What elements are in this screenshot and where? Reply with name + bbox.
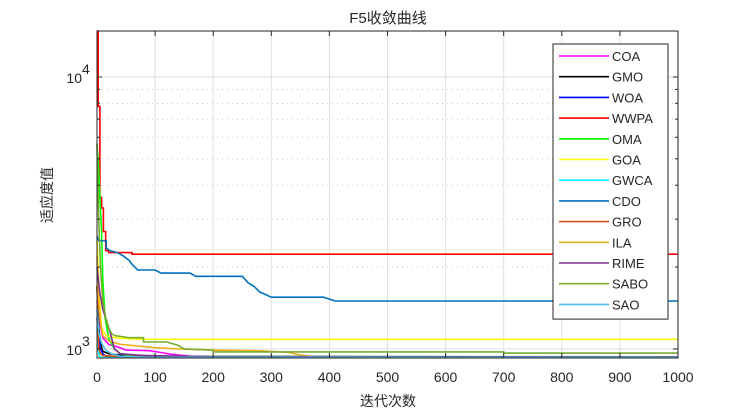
- x-tick-label: 700: [492, 369, 516, 385]
- series-wwpa: [97, 30, 678, 255]
- x-tick-label: 100: [143, 369, 167, 385]
- x-tick-label: 400: [318, 369, 342, 385]
- legend-label-cdo: CDO: [612, 194, 641, 209]
- x-tick-label: 500: [376, 369, 400, 385]
- legend-label-oma: OMA: [612, 132, 642, 147]
- legend-label-sabo: SABO: [612, 277, 648, 292]
- x-tick-label: 1000: [662, 369, 693, 385]
- chart-title: F5收敛曲线: [349, 10, 427, 27]
- y-tick-exponent: 3: [82, 333, 90, 349]
- y-axis-label: 适应度值: [39, 167, 56, 223]
- x-axis-label: 迭代次数: [360, 394, 416, 410]
- legend-label-wwpa: WWPA: [612, 111, 653, 126]
- series-lines: [96, 30, 679, 359]
- series-sabo: [96, 143, 678, 354]
- legend-label-goa: GOA: [612, 153, 641, 168]
- x-tick-label: 300: [260, 369, 284, 385]
- y-tick-label: 10: [66, 70, 82, 86]
- legend-label-ila: ILA: [612, 235, 632, 250]
- series-rime: [96, 267, 679, 358]
- legend-label-rime: RIME: [612, 256, 645, 271]
- y-tick-label: 10: [66, 342, 82, 358]
- x-tick-label: 800: [550, 369, 574, 385]
- x-tick-label: 600: [434, 369, 458, 385]
- legend-label-sao: SAO: [612, 297, 639, 312]
- legend-label-woa: WOA: [612, 90, 643, 105]
- legend-label-coa: COA: [612, 49, 641, 64]
- legend-label-gwca: GWCA: [612, 173, 653, 188]
- y-tick-exponent: 4: [82, 61, 90, 77]
- legend-box: [552, 43, 669, 320]
- x-tick-label: 0: [93, 369, 101, 385]
- series-cdo: [96, 235, 678, 302]
- x-tick-label: 900: [608, 369, 632, 385]
- legend-label-gmo: GMO: [612, 70, 643, 85]
- series-ila: [96, 255, 679, 359]
- series-sao: [96, 309, 679, 359]
- x-tick-label: 200: [202, 369, 226, 385]
- legend-label-gro: GRO: [612, 215, 642, 230]
- legend: COA GMO WOA WWPA OMA GOA GWCA CDO GRO ILA RIME SABO…: [552, 43, 669, 320]
